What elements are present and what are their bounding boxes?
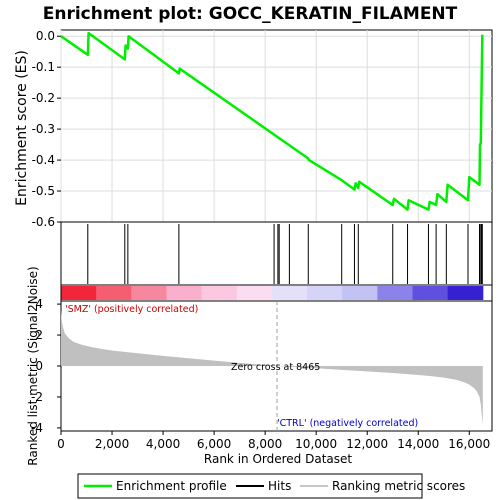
rank-color-band [166, 286, 203, 300]
rank-color-band [131, 286, 167, 300]
hits-markers [87, 224, 483, 284]
rank-color-band [96, 286, 132, 300]
legend-hits-label: Hits [268, 479, 291, 493]
metric-y-ticks: 4 2 0 -2 -4 [31, 297, 61, 435]
legend-metric-label: Ranking metric scores [332, 479, 465, 493]
metric-y-tick-label: -4 [31, 421, 43, 435]
rank-color-band [271, 286, 308, 300]
metric-y-tick-label: -2 [31, 390, 43, 404]
rank-color-band [307, 286, 343, 300]
rank-color-band [447, 286, 484, 300]
rank-color-band [412, 286, 449, 300]
es-y-tick-label: -0.1 [32, 60, 55, 74]
negative-correlation-label: 'CTRL' (negatively correlated) [277, 418, 418, 429]
metric-x-axis-label: Rank in Ordered Dataset [204, 452, 352, 466]
rank-color-band [201, 286, 238, 300]
enrichment-profile-line [60, 31, 484, 211]
ranking-metric-area [61, 310, 483, 425]
es-y-tick-label: 0.0 [36, 29, 55, 43]
metric-x-tick-label: 10,000 [295, 437, 337, 451]
metric-y-tick-label: 2 [35, 328, 43, 342]
metric-x-tick-label: 16,000 [448, 437, 490, 451]
es-y-tick-label: -0.6 [32, 215, 55, 229]
metric-x-tick-label: 0 [57, 437, 65, 451]
positive-correlation-label: 'SMZ' (positively correlated) [65, 304, 198, 315]
metric-y-tick-label: 4 [35, 297, 43, 311]
metric-x-tick-label: 14,000 [397, 437, 439, 451]
metric-x-tick-label: 6,000 [197, 437, 231, 451]
es-y-tick-label: -0.2 [32, 91, 55, 105]
metric-x-tick-label: 8,000 [248, 437, 282, 451]
metric-x-tick-label: 4,000 [146, 437, 180, 451]
es-y-axis-label: Enrichment score (ES) [14, 50, 30, 206]
rank-color-band [236, 286, 273, 300]
metric-y-axis-label: Ranked list metric (Signal2Noise) [26, 266, 40, 465]
metric-y-tick-label: 0 [35, 359, 43, 373]
chart-title: Enrichment plot: GOCC_KERATIN_FILAMENT [43, 4, 458, 24]
legend: Enrichment profile Hits Ranking metric s… [77, 473, 465, 499]
hits-panel-frame [60, 221, 493, 286]
zero-cross-label: Zero cross at 8465 [231, 362, 320, 373]
es-y-tick-label: -0.5 [32, 184, 55, 198]
es-y-ticks: 0.0 -0.1 -0.2 -0.3 -0.4 -0.5 -0.6 [32, 29, 61, 229]
metric-x-tick-label: 12,000 [346, 437, 388, 451]
rank-color-band [61, 286, 97, 300]
metric-x-tick-label: 2,000 [95, 437, 129, 451]
es-y-tick-label: -0.4 [32, 153, 55, 167]
es-y-tick-label: -0.3 [32, 122, 55, 136]
metric-x-ticks: 0 2,000 4,000 6,000 8,000 10,000 12,000 14,000 1… [57, 431, 490, 451]
rank-color-bar [61, 286, 484, 300]
rank-color-band [377, 286, 414, 300]
legend-enrichment-label: Enrichment profile [116, 479, 227, 493]
rank-color-band [342, 286, 378, 300]
es-panel-frame [60, 29, 493, 223]
